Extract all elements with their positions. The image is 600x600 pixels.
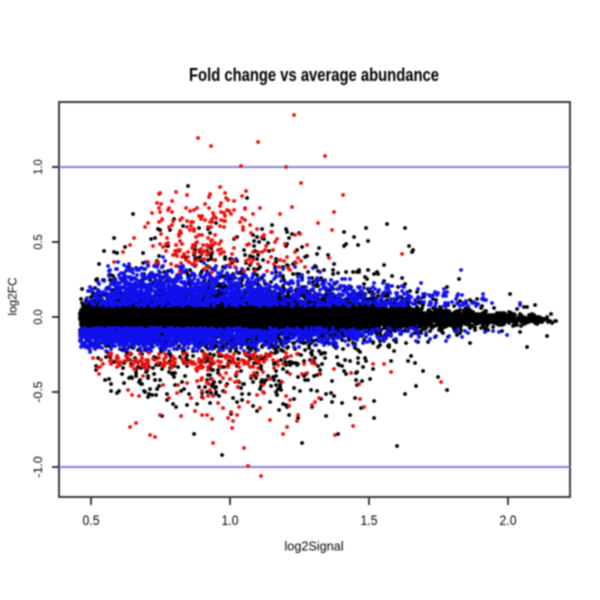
svg-text:0.5: 0.5 bbox=[31, 234, 45, 250]
svg-text:Fold change vs average abundan: Fold change vs average abundance bbox=[189, 65, 439, 85]
svg-text:0.5: 0.5 bbox=[83, 512, 100, 528]
svg-text:1.0: 1.0 bbox=[222, 512, 239, 528]
svg-text:1.5: 1.5 bbox=[361, 512, 378, 528]
svg-text:2.0: 2.0 bbox=[500, 512, 517, 528]
svg-text:-1.0: -1.0 bbox=[31, 456, 45, 478]
svg-text:-0.5: -0.5 bbox=[31, 381, 45, 403]
svg-text:log2Signal: log2Signal bbox=[285, 539, 344, 554]
svg-text:1.0: 1.0 bbox=[31, 159, 45, 175]
svg-text:0.0: 0.0 bbox=[31, 309, 45, 325]
svg-text:log2FC: log2FC bbox=[6, 277, 20, 315]
